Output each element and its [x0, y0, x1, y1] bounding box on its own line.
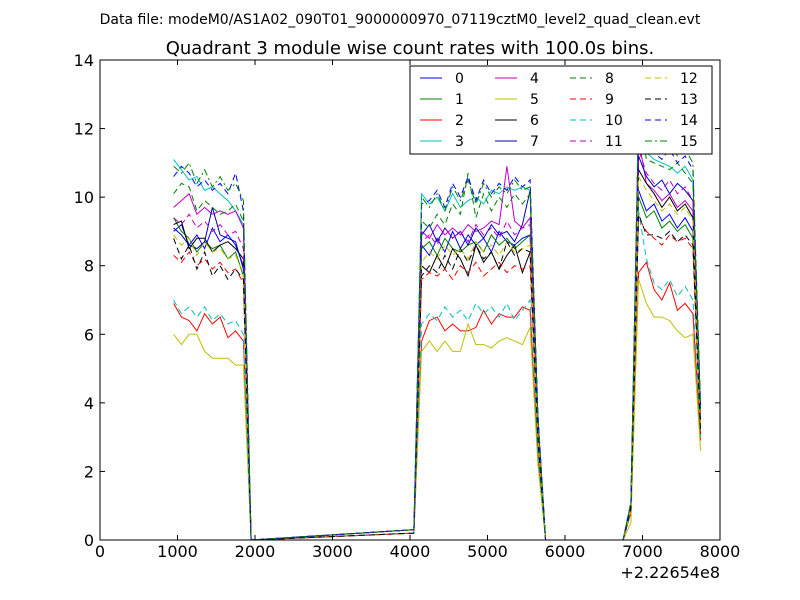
- y-tick-label: 6: [84, 325, 94, 344]
- series-line-10: [173, 210, 702, 540]
- x-tick-label: 1000: [157, 542, 198, 561]
- legend-label-11: 11: [605, 134, 623, 150]
- series-line-9: [173, 215, 702, 540]
- series-line-2: [173, 261, 702, 540]
- x-tick-label: 2000: [235, 542, 276, 561]
- series-line-13: [173, 214, 702, 540]
- x-tick-label: 7000: [622, 542, 663, 561]
- y-tick-label: 0: [84, 531, 94, 550]
- series-layer: [173, 104, 702, 540]
- y-tick-label: 10: [74, 188, 94, 207]
- ticks-layer: 0 1000 2000 3000 4000 5000 6000 7000 80000246810…: [74, 51, 741, 561]
- series-line-6: [173, 167, 702, 540]
- legend-label-7: 7: [530, 134, 539, 150]
- legend-label-1: 1: [455, 92, 464, 108]
- y-tick-label: 2: [84, 462, 94, 481]
- legend-label-9: 9: [605, 92, 614, 108]
- legend-label-2: 2: [455, 113, 464, 129]
- legend-label-10: 10: [605, 113, 623, 129]
- series-line-3: [173, 128, 702, 540]
- x-tick-label: 8000: [700, 542, 741, 561]
- series-line-7: [173, 155, 702, 540]
- legend-frame: [409, 65, 713, 155]
- x-tick-label: 3000: [312, 542, 353, 561]
- legend-label-12: 12: [680, 71, 698, 87]
- y-tick-label: 12: [74, 120, 94, 139]
- chart-title: Quadrant 3 module wise count rates with …: [166, 38, 655, 59]
- series-line-5: [173, 279, 702, 540]
- series-line-14: [173, 121, 702, 540]
- x-offset-label: +2.22654e8: [620, 563, 720, 582]
- legend-label-6: 6: [530, 113, 539, 129]
- legend-label-14: 14: [680, 113, 698, 129]
- series-line-8: [173, 111, 702, 540]
- legend-label-3: 3: [455, 134, 464, 150]
- series-line-12: [173, 174, 702, 540]
- plot-area: [173, 104, 702, 540]
- x-tick-label: 5000: [467, 542, 508, 561]
- x-tick-label: 0: [95, 542, 105, 561]
- legend-label-5: 5: [530, 92, 539, 108]
- legend-label-0: 0: [455, 71, 464, 87]
- x-tick-label: 4000: [390, 542, 431, 561]
- y-tick-label: 14: [74, 51, 94, 70]
- legend-label-13: 13: [680, 92, 698, 108]
- legend-label-15: 15: [680, 134, 698, 150]
- x-tick-label: 6000: [545, 542, 586, 561]
- y-tick-label: 4: [84, 394, 94, 413]
- y-tick-label: 8: [84, 257, 94, 276]
- series-line-0: [173, 190, 702, 540]
- legend-label-4: 4: [530, 71, 539, 87]
- legend-label-8: 8: [605, 71, 614, 87]
- suptitle: Data file: modeM0/AS1A02_090T01_90000009…: [100, 12, 701, 28]
- series-line-1: [173, 196, 702, 540]
